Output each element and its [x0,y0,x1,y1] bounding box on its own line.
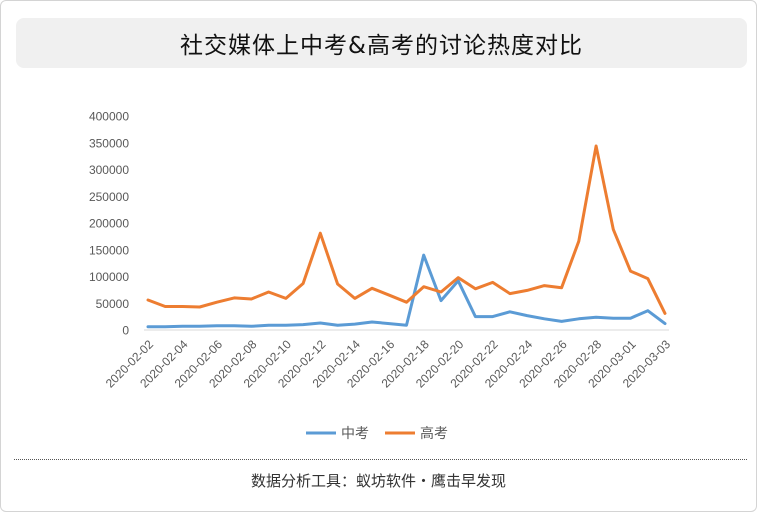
y-tick-label: 350000 [89,136,129,150]
y-axis: 0 50000 100000 150000 200000 250000 300000 3500… [89,110,129,338]
y-tick-label: 100000 [89,270,129,284]
y-tick-label: 250000 [89,190,129,204]
y-tick-label: 200000 [89,217,129,231]
y-tick-label: 0 [122,324,129,338]
legend-item-gaokao-label: 高考 [420,425,448,442]
legend: 中考 高考 [306,425,448,442]
y-tick-label: 300000 [89,163,129,177]
chart-title: 社交媒体上中考&高考的讨论热度对比 [180,33,583,59]
source-credit: 数据分析工具：蚁坊软件・鹰击早发现 [250,472,506,490]
footer-divider [14,459,747,460]
y-tick-label: 150000 [89,243,129,257]
y-tick-label: 50000 [96,297,130,311]
series-line-zhongkao [146,253,667,329]
series-lines [146,144,667,329]
series-line-gaokao [146,144,667,315]
legend-item-zhongkao-label: 中考 [341,426,369,442]
title-bar: 社交媒体上中考&高考的讨论热度对比 [16,18,747,68]
y-tick-label: 400000 [89,110,129,124]
x-axis: 2020-02-022020-02-042020-02-062020-02-08… [103,329,673,391]
